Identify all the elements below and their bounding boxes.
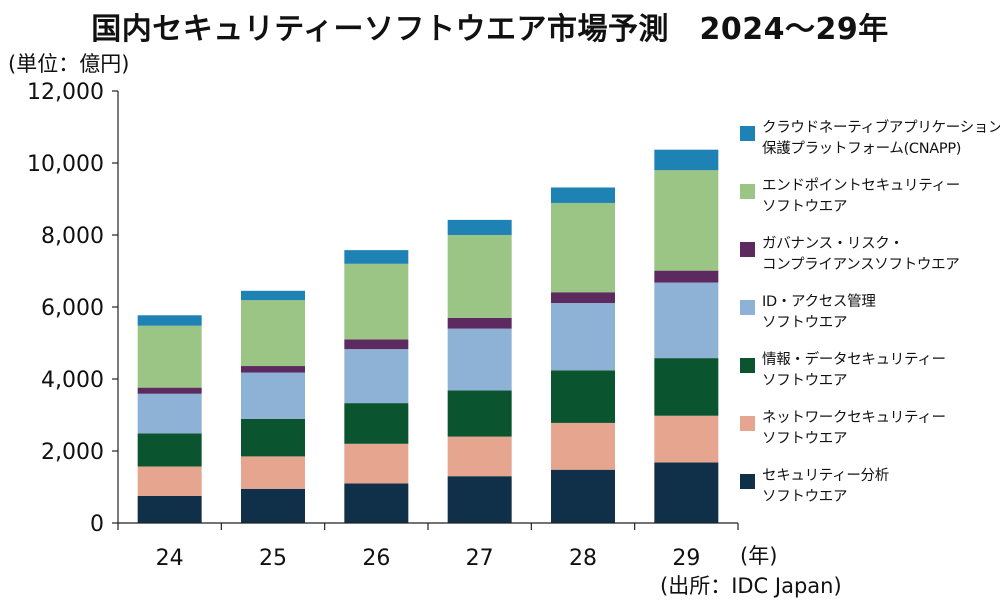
legend-swatch [740,416,755,431]
legend-label: エンドポイントセキュリティー ソフトウエア [762,178,960,215]
bar-segment-endpoint-25 [241,300,305,367]
bar-segment-security_analytics-27 [447,476,512,523]
legend-label: ネットワークセキュリティー ソフトウエア [762,410,946,447]
legend-label: ガバナンス・リスク・ コンプライアンスソフトウエア [762,236,960,273]
legend-item-cnapp: クラウドネーティブアプリケーション 保護プラットフォーム(CNAPP) [740,118,1000,176]
bar-segment-security_analytics-29 [654,462,719,523]
y-unit-label: (単位：億円) [8,52,130,76]
legend-item-endpoint: エンドポイントセキュリティー ソフトウエア [740,176,998,234]
legend-swatch [740,358,755,373]
legend-item-security_analytics: セキュリティー分析 ソフトウエア [740,466,998,524]
bar-segment-info_data_security-27 [447,390,512,437]
y-tick-label: 10,000 [27,152,104,177]
bar-segment-info_data_security-24 [137,433,202,467]
bar-segment-network_security-26 [344,443,409,484]
legend-item-id_access: ID・アクセス管理 ソフトウエア [740,292,998,350]
bar-segment-network_security-24 [137,466,202,496]
source-label: (出所：IDC Japan) [660,574,842,598]
bar-segment-endpoint-29 [654,170,719,271]
legend-label: クラウドネーティブアプリケーション 保護プラットフォーム(CNAPP) [762,120,1000,157]
legend-swatch [740,242,755,257]
legend-swatch [740,474,755,489]
bar-segment-endpoint-28 [551,202,615,293]
bar-segment-endpoint-24 [137,325,202,388]
bar-segment-network_security-29 [654,415,719,463]
bar-segment-governance_risk-27 [447,317,512,329]
bar-segment-security_analytics-24 [137,496,202,523]
bar-segment-network_security-28 [551,422,615,470]
bar-segment-id_access-28 [551,303,615,371]
bar-segment-security_analytics-26 [344,483,409,523]
legend-item-info_data_security: 情報・データセキュリティー ソフトウエア [740,350,998,408]
legend-item-network_security: ネットワークセキュリティー ソフトウエア [740,408,998,466]
bar-segment-info_data_security-28 [551,370,615,423]
bar-segment-id_access-29 [654,282,719,359]
legend: クラウドネーティブアプリケーション 保護プラットフォーム(CNAPP) エンドポイン… [740,118,1000,524]
x-tick-label: 27 [466,546,494,571]
legend-swatch [740,126,755,141]
y-tick-label: 0 [90,512,104,537]
bar-segment-id_access-26 [344,349,409,404]
bar-segment-governance_risk-25 [241,366,305,373]
legend-swatch [740,184,755,199]
bar-segment-governance_risk-24 [137,387,202,394]
bar-segment-id_access-24 [137,393,202,434]
y-tick-label: 12,000 [27,80,104,105]
bar-segment-governance_risk-28 [551,292,615,304]
bar-segment-security_analytics-25 [241,488,305,523]
y-tick-label: 4,000 [41,368,104,393]
y-tick-label: 8,000 [41,224,104,249]
bar-segment-cnapp-26 [344,250,409,264]
bar-segment-governance_risk-29 [654,270,719,283]
bar-segment-cnapp-24 [137,315,202,326]
axes-layer: 24 25 26 27 28 29 0 2,000 4,000 6,000 8,000 10,000 1… [27,80,739,571]
legend-swatch [740,300,755,315]
x-tick-label: 26 [362,546,390,571]
x-unit-label: (年) [740,544,778,568]
bar-segment-network_security-25 [241,456,305,489]
bar-segment-cnapp-29 [654,149,719,171]
bars-layer [137,149,719,523]
bar-segment-cnapp-25 [241,290,305,301]
bar-segment-network_security-27 [447,436,512,477]
bar-segment-info_data_security-26 [344,403,409,444]
bar-segment-id_access-25 [241,372,305,419]
bar-segment-security_analytics-28 [551,469,615,523]
legend-item-governance_risk: ガバナンス・リスク・ コンプライアンスソフトウエア [740,234,998,292]
x-tick-label: 25 [259,546,287,571]
bar-segment-id_access-27 [447,328,512,391]
bar-segment-info_data_security-29 [654,358,719,416]
bar-segment-cnapp-27 [447,219,512,235]
bar-segment-cnapp-28 [551,187,615,203]
bar-segment-endpoint-26 [344,263,409,340]
bar-segment-endpoint-27 [447,235,512,318]
x-tick-label: 28 [569,546,597,571]
bar-segment-governance_risk-26 [344,339,409,350]
legend-label: セキュリティー分析 ソフトウエア [762,468,889,505]
y-tick-label: 6,000 [41,296,104,321]
legend-label: 情報・データセキュリティー ソフトウエア [762,352,946,389]
x-tick-label: 24 [156,546,184,571]
legend-label: ID・アクセス管理 ソフトウエア [762,294,876,331]
chart-title: 国内セキュリティーソフトウエア市場予測 2024～29年 [91,12,889,47]
bar-segment-info_data_security-25 [241,418,305,457]
x-tick-label: 29 [672,546,700,571]
y-tick-label: 2,000 [41,440,104,465]
